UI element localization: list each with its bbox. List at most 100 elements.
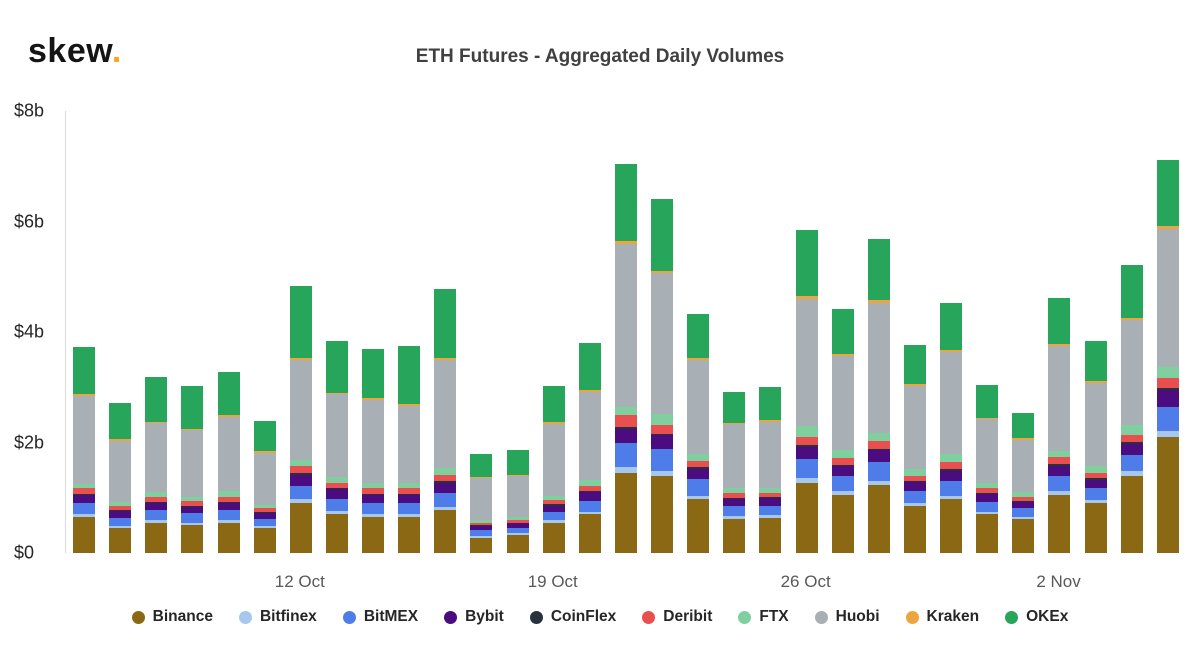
bar-segment-bybit[interactable] [325, 489, 348, 499]
legend-item-binance[interactable]: Binance [131, 608, 213, 626]
legend-item-bitmex[interactable]: BitMEX [342, 608, 418, 626]
bar-segment-okex[interactable] [651, 198, 674, 271]
bar-segment-coinflex[interactable] [109, 509, 132, 512]
bar[interactable] [795, 229, 818, 553]
bar-segment-bybit[interactable] [470, 525, 493, 531]
bar-segment-kraken[interactable] [181, 428, 204, 431]
bar-segment-okex[interactable] [506, 449, 529, 475]
bar-segment-bitfinex[interactable] [651, 471, 674, 476]
bar-segment-bybit[interactable] [1048, 465, 1071, 476]
bar-segment-coinflex[interactable] [217, 501, 240, 503]
bar-segment-kraken[interactable] [759, 420, 782, 423]
bar[interactable] [325, 341, 348, 553]
bar-segment-deribit[interactable] [614, 415, 637, 427]
bar-segment-binance[interactable] [831, 495, 854, 553]
bar-segment-okex[interactable] [903, 345, 926, 384]
bar-segment-ftx[interactable] [1084, 466, 1107, 473]
bar-segment-binance[interactable] [795, 482, 818, 553]
bar-segment-huobi[interactable] [289, 360, 312, 460]
bar-segment-bitmex[interactable] [398, 503, 421, 515]
bar-segment-huobi[interactable] [434, 360, 457, 468]
bar-segment-ftx[interactable] [253, 504, 276, 509]
bar-segment-bitfinex[interactable] [253, 525, 276, 529]
bar-segment-bybit[interactable] [217, 502, 240, 510]
bar-segment-deribit[interactable] [542, 500, 565, 505]
bar[interactable] [73, 347, 96, 553]
bar-segment-kraken[interactable] [506, 474, 529, 476]
bar-segment-bitfinex[interactable] [976, 511, 999, 515]
bar-segment-huobi[interactable] [1084, 383, 1107, 467]
bar-segment-bitfinex[interactable] [1048, 491, 1071, 495]
bar-segment-okex[interactable] [1156, 159, 1179, 226]
bar-segment-ftx[interactable] [867, 432, 890, 441]
bar-segment-ftx[interactable] [651, 414, 674, 426]
bar-segment-deribit[interactable] [181, 501, 204, 506]
bar-segment-bitmex[interactable] [289, 485, 312, 500]
bar-segment-bybit[interactable] [940, 470, 963, 481]
bar[interactable] [1084, 341, 1107, 553]
bar-segment-ftx[interactable] [723, 487, 746, 494]
bar-segment-okex[interactable] [1084, 341, 1107, 382]
bar-segment-bybit[interactable] [289, 474, 312, 486]
bar[interactable] [398, 345, 421, 553]
bar[interactable] [687, 313, 710, 553]
bar-segment-ftx[interactable] [1012, 492, 1035, 497]
bar-segment-bitmex[interactable] [795, 459, 818, 479]
legend-item-deribit[interactable]: Deribit [642, 608, 712, 626]
bar-segment-bybit[interactable] [181, 506, 204, 514]
bar-segment-bitmex[interactable] [470, 530, 493, 536]
bar-segment-okex[interactable] [1120, 265, 1143, 318]
bar-segment-binance[interactable] [181, 525, 204, 553]
bar-segment-okex[interactable] [289, 286, 312, 359]
bar-segment-kraken[interactable] [145, 421, 168, 424]
bar-segment-coinflex[interactable] [253, 512, 276, 514]
bar-segment-bitmex[interactable] [614, 442, 637, 468]
bar-segment-deribit[interactable] [759, 492, 782, 498]
bar-segment-coinflex[interactable] [687, 467, 710, 470]
bar-segment-okex[interactable] [217, 371, 240, 415]
bar-segment-bitmex[interactable] [940, 480, 963, 496]
bar-segment-kraken[interactable] [614, 241, 637, 245]
bar-segment-deribit[interactable] [1012, 496, 1035, 501]
bar[interactable] [1120, 265, 1143, 553]
bar-segment-kraken[interactable] [325, 392, 348, 395]
bar-segment-bitmex[interactable] [578, 500, 601, 512]
bar-segment-deribit[interactable] [578, 485, 601, 492]
bar-segment-deribit[interactable] [398, 488, 421, 494]
bar-segment-okex[interactable] [1012, 413, 1035, 439]
bar-segment-coinflex[interactable] [1084, 478, 1107, 480]
bar-segment-huobi[interactable] [253, 452, 276, 505]
bar-segment-deribit[interactable] [940, 462, 963, 470]
bar[interactable] [867, 239, 890, 553]
bar-segment-bitfinex[interactable] [325, 511, 348, 515]
bar-segment-bitfinex[interactable] [217, 519, 240, 523]
bar[interactable] [181, 385, 204, 553]
bar[interactable] [145, 377, 168, 553]
bar-segment-binance[interactable] [903, 506, 926, 553]
bar-segment-coinflex[interactable] [1012, 500, 1035, 502]
bar-segment-binance[interactable] [1012, 518, 1035, 553]
bar-segment-bybit[interactable] [578, 492, 601, 501]
bar-segment-bybit[interactable] [398, 495, 421, 504]
bar-segment-bitfinex[interactable] [73, 514, 96, 518]
bar[interactable] [1048, 298, 1071, 553]
bar[interactable] [362, 348, 385, 553]
bar-segment-kraken[interactable] [73, 393, 96, 396]
bar-segment-deribit[interactable] [434, 474, 457, 482]
bar-segment-deribit[interactable] [651, 425, 674, 434]
bar-segment-bitfinex[interactable] [506, 533, 529, 535]
bar-segment-huobi[interactable] [398, 405, 421, 483]
bar-segment-ftx[interactable] [325, 477, 348, 483]
bar-segment-coinflex[interactable] [723, 497, 746, 499]
bar-segment-bitmex[interactable] [181, 513, 204, 523]
bar-segment-binance[interactable] [253, 528, 276, 553]
bar-segment-huobi[interactable] [362, 400, 385, 483]
bar-segment-ftx[interactable] [181, 496, 204, 502]
legend-item-ftx[interactable]: FTX [738, 608, 789, 626]
bar-segment-bitmex[interactable] [831, 476, 854, 492]
bar-segment-deribit[interactable] [1120, 434, 1143, 442]
bar-segment-kraken[interactable] [289, 358, 312, 361]
bar-segment-bitmex[interactable] [325, 498, 348, 512]
bar-segment-deribit[interactable] [289, 466, 312, 473]
bar[interactable] [253, 421, 276, 553]
